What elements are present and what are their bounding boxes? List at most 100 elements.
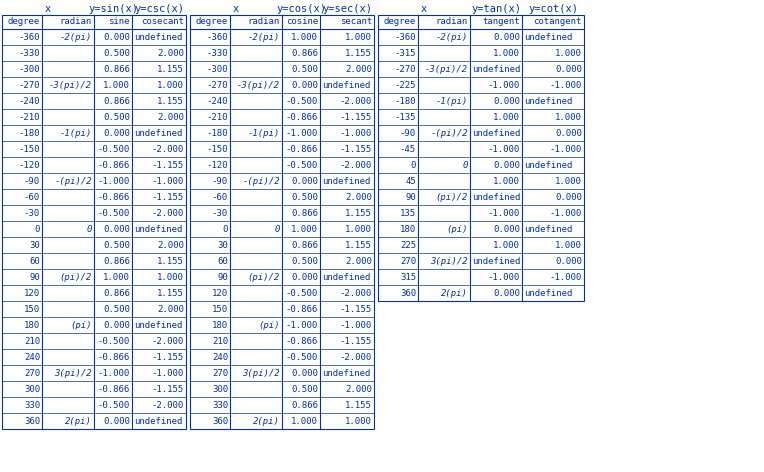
Text: x: x xyxy=(233,3,239,14)
Text: undefined: undefined xyxy=(472,193,520,202)
Text: 1.155: 1.155 xyxy=(157,288,184,297)
Text: undefined: undefined xyxy=(322,369,371,378)
Text: -0.866: -0.866 xyxy=(286,144,318,153)
Text: -0.866: -0.866 xyxy=(98,353,130,362)
Text: 1.000: 1.000 xyxy=(345,225,372,234)
Text: -(pi)/2: -(pi)/2 xyxy=(430,128,468,137)
Text: 2.000: 2.000 xyxy=(157,241,184,250)
Text: y=sec(x): y=sec(x) xyxy=(322,3,372,14)
Text: -0.866: -0.866 xyxy=(286,112,318,121)
Text: y=cot(x): y=cot(x) xyxy=(528,3,578,14)
Text: -90: -90 xyxy=(24,177,40,185)
Text: 360: 360 xyxy=(400,288,416,297)
Text: 1.000: 1.000 xyxy=(493,49,520,58)
Text: 1.155: 1.155 xyxy=(157,96,184,106)
Text: 210: 210 xyxy=(212,337,228,346)
Text: undefined: undefined xyxy=(134,33,183,42)
Text: undefined: undefined xyxy=(322,81,371,90)
Text: -240: -240 xyxy=(18,96,40,106)
Text: 60: 60 xyxy=(29,256,40,265)
Text: 3(pi)/2: 3(pi)/2 xyxy=(430,256,468,265)
Text: 330: 330 xyxy=(212,401,228,410)
Text: -210: -210 xyxy=(18,112,40,121)
Text: -180: -180 xyxy=(206,128,228,137)
Text: 1.000: 1.000 xyxy=(345,416,372,425)
Text: 150: 150 xyxy=(24,304,40,313)
Text: 300: 300 xyxy=(212,385,228,394)
Text: -1.000: -1.000 xyxy=(286,320,318,329)
Text: 0.500: 0.500 xyxy=(291,65,318,74)
Text: -135: -135 xyxy=(394,112,416,121)
Text: -1.000: -1.000 xyxy=(487,144,520,153)
Text: -1.000: -1.000 xyxy=(550,81,582,90)
Text: 1.155: 1.155 xyxy=(345,241,372,250)
Text: y=cos(x): y=cos(x) xyxy=(276,3,326,14)
Text: 0.000: 0.000 xyxy=(103,225,130,234)
Text: -360: -360 xyxy=(18,33,40,42)
Text: -0.500: -0.500 xyxy=(286,353,318,362)
Text: 300: 300 xyxy=(24,385,40,394)
Text: -90: -90 xyxy=(400,128,416,137)
Text: 1.155: 1.155 xyxy=(345,49,372,58)
Text: -240: -240 xyxy=(206,96,228,106)
Text: -1.155: -1.155 xyxy=(340,112,372,121)
Text: 0.000: 0.000 xyxy=(555,65,582,74)
Text: 0.000: 0.000 xyxy=(291,81,318,90)
Text: degree: degree xyxy=(196,17,228,26)
Text: 1.155: 1.155 xyxy=(345,209,372,218)
Text: -120: -120 xyxy=(18,160,40,169)
Text: -3(pi)/2: -3(pi)/2 xyxy=(49,81,92,90)
Text: 0.000: 0.000 xyxy=(291,369,318,378)
Text: -0.500: -0.500 xyxy=(286,160,318,169)
Text: -3(pi)/2: -3(pi)/2 xyxy=(425,65,468,74)
Text: 0.000: 0.000 xyxy=(291,177,318,185)
Text: sine: sine xyxy=(108,17,130,26)
Text: 2(pi): 2(pi) xyxy=(441,288,468,297)
Text: 2.000: 2.000 xyxy=(345,256,372,265)
Text: 0: 0 xyxy=(410,160,416,169)
Text: -2.000: -2.000 xyxy=(340,353,372,362)
Text: radian: radian xyxy=(435,17,468,26)
Text: 0.866: 0.866 xyxy=(103,65,130,74)
Text: 0.000: 0.000 xyxy=(291,272,318,281)
Text: -1.000: -1.000 xyxy=(286,128,318,137)
Text: 30: 30 xyxy=(29,241,40,250)
Text: 0.000: 0.000 xyxy=(493,33,520,42)
Text: 2.000: 2.000 xyxy=(345,193,372,202)
Text: -2.000: -2.000 xyxy=(152,337,184,346)
Text: 90: 90 xyxy=(29,272,40,281)
Text: 270: 270 xyxy=(400,256,416,265)
Text: x: x xyxy=(45,3,51,14)
Text: -270: -270 xyxy=(18,81,40,90)
Text: cotangent: cotangent xyxy=(533,17,582,26)
Text: 3(pi)/2: 3(pi)/2 xyxy=(54,369,92,378)
Text: -1.000: -1.000 xyxy=(550,144,582,153)
Text: undefined: undefined xyxy=(134,416,183,425)
Text: -2(pi): -2(pi) xyxy=(60,33,92,42)
Text: (pi)/2: (pi)/2 xyxy=(248,272,280,281)
Text: (pi): (pi) xyxy=(258,320,280,329)
Text: secant: secant xyxy=(340,17,372,26)
Text: 0.000: 0.000 xyxy=(103,320,130,329)
Text: 360: 360 xyxy=(24,416,40,425)
Text: y=sin(x): y=sin(x) xyxy=(88,3,138,14)
Text: 45: 45 xyxy=(405,177,416,185)
Text: undefined: undefined xyxy=(472,65,520,74)
Text: 270: 270 xyxy=(212,369,228,378)
Text: -1.155: -1.155 xyxy=(152,193,184,202)
Text: -0.500: -0.500 xyxy=(98,144,130,153)
Text: -0.866: -0.866 xyxy=(286,337,318,346)
Text: -1.000: -1.000 xyxy=(152,369,184,378)
Text: -300: -300 xyxy=(206,65,228,74)
Text: 0.500: 0.500 xyxy=(103,304,130,313)
Text: 2(pi): 2(pi) xyxy=(253,416,280,425)
Text: 1.000: 1.000 xyxy=(103,81,130,90)
Text: -1.155: -1.155 xyxy=(340,144,372,153)
Text: 1.000: 1.000 xyxy=(493,177,520,185)
Text: undefined: undefined xyxy=(322,272,371,281)
Text: -360: -360 xyxy=(394,33,416,42)
Text: -2.000: -2.000 xyxy=(152,209,184,218)
Text: 0.000: 0.000 xyxy=(103,128,130,137)
Text: 1.000: 1.000 xyxy=(103,272,130,281)
Text: 315: 315 xyxy=(400,272,416,281)
